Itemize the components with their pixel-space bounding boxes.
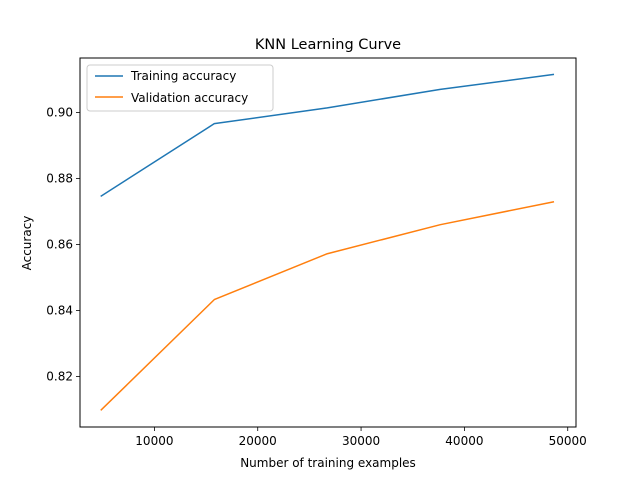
- x-tick-label: 40000: [445, 434, 483, 448]
- x-tick-label: 20000: [239, 434, 277, 448]
- legend-label-training: Training accuracy: [130, 69, 236, 83]
- x-axis-label: Number of training examples: [240, 456, 416, 470]
- x-tick-label: 10000: [135, 434, 173, 448]
- x-tick-label: 50000: [549, 434, 587, 448]
- chart-title: KNN Learning Curve: [255, 37, 401, 53]
- plot-lines: [100, 73, 555, 411]
- y-axis-label: Accuracy: [20, 216, 34, 271]
- y-tick-label: 0.82: [46, 370, 73, 384]
- x-axis-ticks: 10000 20000 30000 40000 50000: [135, 427, 587, 448]
- y-tick-label: 0.84: [46, 303, 73, 317]
- y-tick-label: 0.90: [46, 105, 73, 119]
- plot-frame: [79, 57, 577, 428]
- y-axis-ticks: 0.82 0.84 0.86 0.88 0.90: [46, 105, 80, 384]
- legend-label-validation: Validation accuracy: [131, 91, 248, 105]
- legend-box: [86, 64, 274, 112]
- y-tick-label: 0.86: [46, 237, 73, 251]
- legend: Training accuracy Validation accuracy: [86, 64, 274, 112]
- y-tick-label: 0.88: [46, 171, 73, 185]
- x-tick-label: 30000: [342, 434, 380, 448]
